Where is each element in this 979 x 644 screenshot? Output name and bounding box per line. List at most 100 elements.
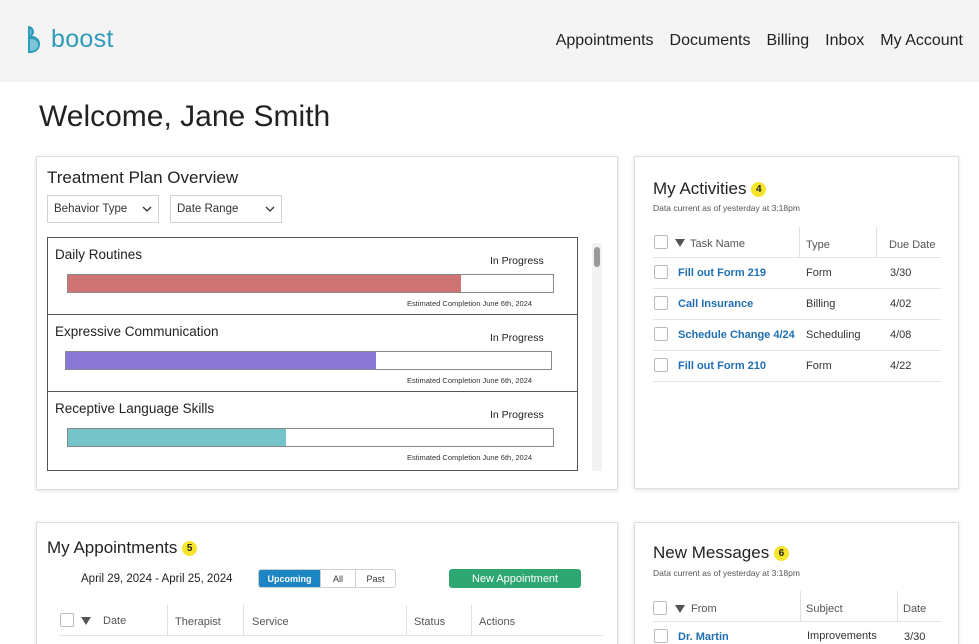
header-divider — [653, 257, 941, 258]
header-divider — [59, 635, 604, 636]
appointments-title-text: My Appointments — [47, 538, 178, 557]
select-all-checkbox[interactable] — [654, 235, 668, 249]
goal-name: Expressive Communication — [55, 324, 219, 339]
row-checkbox[interactable] — [654, 265, 668, 279]
column-divider — [406, 605, 407, 635]
column-date[interactable]: Date — [103, 615, 127, 627]
goal-list-scrollbar[interactable] — [592, 243, 602, 471]
chevron-down-icon — [142, 206, 152, 212]
nav-appointments[interactable]: Appointments — [555, 32, 654, 49]
chevron-down-icon — [265, 206, 275, 212]
page-title: Welcome, Jane Smith — [39, 100, 331, 133]
activities-card: My Activities 4 Data current as of yeste… — [634, 156, 959, 489]
goal-item[interactable]: Expressive Communication In Progress Est… — [48, 315, 577, 392]
task-link[interactable]: Call Insurance — [678, 298, 754, 310]
behavior-type-select[interactable]: Behavior Type — [47, 195, 159, 223]
activities-title: My Activities 4 — [653, 178, 767, 200]
appointments-card: My Appointments 5 April 29, 2024 - April… — [36, 522, 618, 644]
treatment-plan-card: Treatment Plan Overview Behavior Type Da… — [36, 156, 618, 490]
nav-inbox[interactable]: Inbox — [825, 32, 865, 49]
appointments-title: My Appointments 5 — [47, 537, 198, 559]
task-link[interactable]: Schedule Change 4/24 — [678, 329, 795, 341]
column-date[interactable]: Date — [903, 603, 927, 615]
activities-count-badge: 4 — [751, 182, 767, 198]
column-status[interactable]: Status — [414, 616, 446, 628]
treatment-goal-list: Daily Routines In Progress Estimated Com… — [47, 237, 578, 471]
row-divider — [653, 381, 941, 382]
column-divider — [876, 227, 877, 257]
messages-title: New Messages 6 — [653, 542, 789, 564]
message-sender-link[interactable]: Dr. Martin — [678, 631, 729, 643]
segment-past[interactable]: Past — [366, 573, 385, 584]
nav-billing[interactable]: Billing — [766, 32, 810, 49]
task-due: 4/08 — [890, 329, 912, 341]
task-due: 4/02 — [890, 298, 912, 310]
date-range-label: Date Range — [177, 203, 239, 215]
column-due-date[interactable]: Due Date — [889, 239, 936, 251]
task-type: Form — [806, 267, 832, 279]
column-therapist[interactable]: Therapist — [175, 616, 221, 628]
column-type[interactable]: Type — [806, 239, 830, 251]
sort-down-icon[interactable] — [675, 239, 685, 247]
top-header: boost Appointments Documents Billing Inb… — [0, 0, 979, 82]
goal-progress-bar — [67, 274, 554, 293]
goal-progress-fill — [66, 352, 377, 369]
row-checkbox[interactable] — [654, 327, 668, 341]
treatment-plan-title: Treatment Plan Overview — [47, 168, 239, 187]
column-divider — [471, 605, 472, 635]
date-range-select[interactable]: Date Range — [170, 195, 282, 223]
goal-progress-fill — [68, 275, 461, 292]
appointments-count-badge: 5 — [182, 541, 198, 557]
logo-text: boost — [51, 25, 114, 53]
select-all-checkbox[interactable] — [60, 613, 74, 627]
messages-card: New Messages 6 Data current as of yester… — [634, 522, 959, 644]
goal-status: In Progress — [490, 332, 544, 344]
messages-title-text: New Messages — [653, 543, 770, 562]
goal-item[interactable]: Daily Routines In Progress Estimated Com… — [48, 238, 577, 315]
goal-progress-bar — [65, 351, 552, 370]
goal-estimate: Estimated Completion June 6th, 2024 — [407, 299, 533, 308]
goal-estimate: Estimated Completion June 6th, 2024 — [407, 453, 533, 462]
task-due: 3/30 — [890, 267, 912, 279]
column-from[interactable]: From — [691, 603, 717, 615]
task-link[interactable]: Fill out Form 219 — [678, 267, 767, 279]
appointment-filter-toggle: Upcoming All Past — [258, 569, 396, 588]
sort-down-icon[interactable] — [81, 617, 91, 625]
column-subject[interactable]: Subject — [806, 603, 843, 615]
logo[interactable]: boost — [25, 24, 114, 54]
column-task-name[interactable]: Task Name — [690, 238, 746, 250]
main-nav: Appointments Documents Billing Inbox My … — [556, 30, 963, 52]
message-date: 3/30 — [904, 631, 926, 643]
row-checkbox[interactable] — [654, 629, 668, 643]
new-appointment-button[interactable]: New Appointment — [449, 569, 581, 588]
column-divider — [167, 605, 168, 635]
goal-name: Receptive Language Skills — [55, 401, 215, 416]
goal-estimate: Estimated Completion June 6th, 2024 — [407, 376, 533, 385]
row-checkbox[interactable] — [654, 358, 668, 372]
task-type: Scheduling — [806, 329, 861, 341]
select-all-checkbox[interactable] — [653, 601, 667, 615]
row-divider — [653, 288, 941, 289]
column-divider — [243, 605, 244, 635]
column-service[interactable]: Service — [252, 616, 289, 628]
goal-item[interactable]: Receptive Language Skills In Progress Es… — [48, 392, 577, 469]
row-divider — [653, 350, 941, 351]
nav-my-account[interactable]: My Account — [880, 32, 963, 49]
column-divider — [897, 591, 898, 621]
header-divider — [653, 621, 941, 622]
goal-status: In Progress — [490, 409, 544, 421]
task-link[interactable]: Fill out Form 210 — [678, 360, 767, 372]
goal-progress-fill — [68, 429, 287, 446]
behavior-type-label: Behavior Type — [54, 203, 128, 215]
activities-title-text: My Activities — [653, 179, 747, 198]
segment-all[interactable]: All — [321, 570, 356, 587]
nav-documents[interactable]: Documents — [669, 32, 751, 49]
scrollbar-thumb[interactable] — [594, 247, 600, 267]
message-subject: Improvements — [807, 630, 877, 642]
segment-upcoming[interactable]: Upcoming — [259, 570, 321, 587]
column-divider — [800, 591, 801, 621]
row-checkbox[interactable] — [654, 296, 668, 310]
task-type: Form — [806, 360, 832, 372]
sort-down-icon[interactable] — [675, 605, 685, 613]
column-actions[interactable]: Actions — [479, 616, 516, 628]
